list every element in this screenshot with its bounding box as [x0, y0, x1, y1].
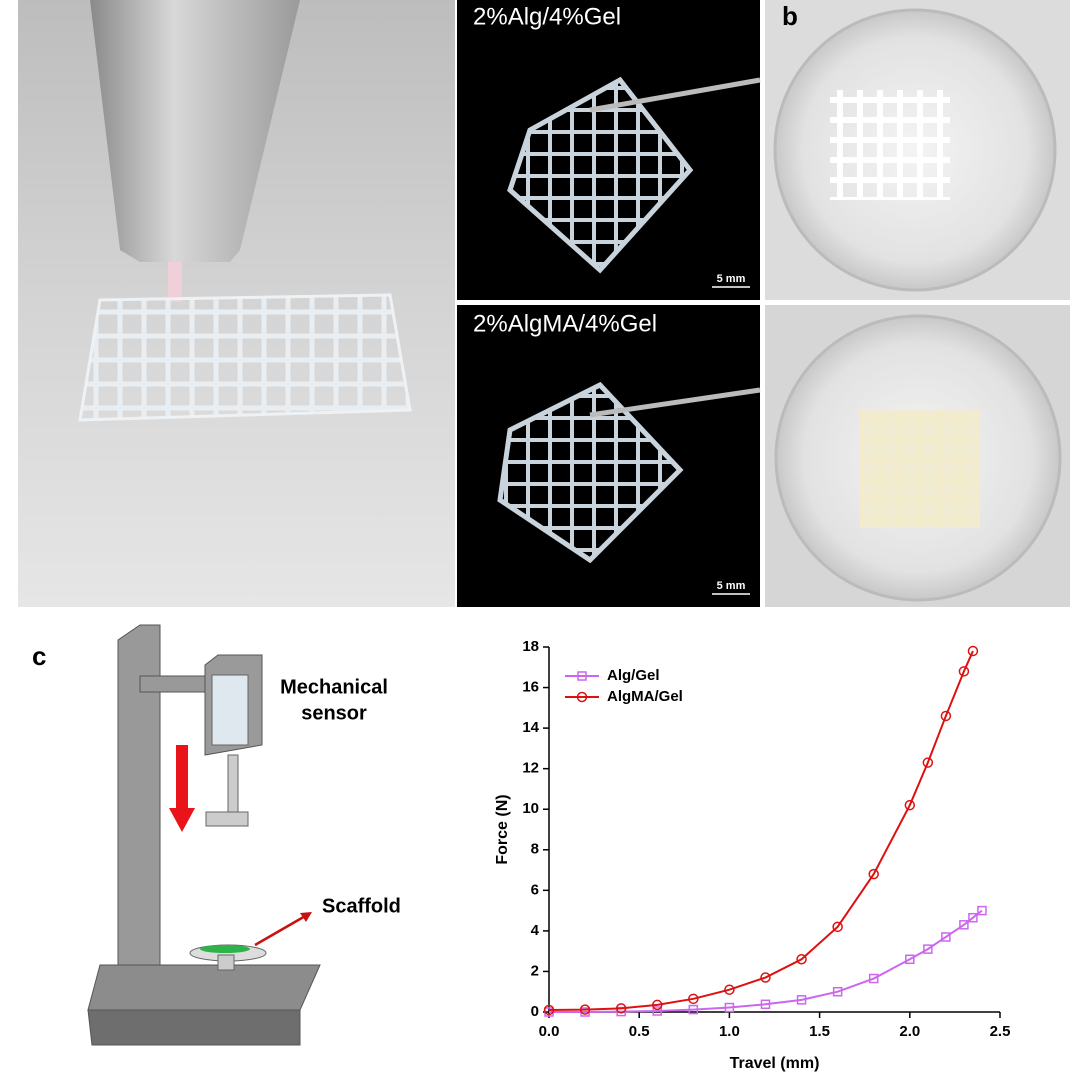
- panel-label: 2%Alg/4%Gel: [473, 3, 621, 30]
- data-point: [615, 1003, 627, 1014]
- data-point: [688, 993, 699, 1005]
- data-point: [941, 932, 951, 942]
- legend-label: AlgMA/Gel: [607, 688, 683, 705]
- y-tick-label: 8: [531, 841, 539, 858]
- force-chart: 0 2 4 6 8 10 12 14 16 18 0.0 0.5 1.0 1.5 2.0 2.5 Travel …: [494, 638, 1010, 1072]
- instrument-diagram: c Mechanical sensor Scaffold: [32, 624, 401, 1046]
- x-tick-label: 1.0: [719, 1023, 740, 1040]
- data-point: [760, 972, 771, 983]
- data-point: [967, 645, 979, 657]
- data-point: [958, 666, 970, 677]
- x-tick-label: 0.5: [629, 1023, 650, 1040]
- data-point: [652, 1006, 662, 1016]
- data-point: [940, 710, 952, 722]
- data-point: [724, 1002, 735, 1013]
- y-tick-label: 14: [522, 719, 539, 736]
- data-point: [832, 921, 843, 933]
- legend-label: Alg/Gel: [607, 667, 660, 684]
- data-point: [977, 905, 987, 916]
- x-tick-label: 1.5: [809, 1023, 830, 1040]
- y-tick-label: 2: [531, 962, 539, 979]
- data-point: [968, 912, 978, 923]
- data-point: [796, 995, 807, 1005]
- data-point: [579, 1004, 591, 1015]
- data-point: [922, 757, 934, 768]
- x-tick-label: 0.0: [539, 1023, 560, 1040]
- y-tick-label: 6: [531, 881, 539, 898]
- photo-algma-scaffold: 2%AlgMA/4%Gel 5 mm: [457, 305, 761, 607]
- data-point: [651, 999, 663, 1011]
- x-tick-label: 2.0: [899, 1023, 920, 1040]
- y-tick-label: 10: [522, 800, 539, 817]
- series-line: [549, 909, 983, 1013]
- data-point: [923, 944, 933, 954]
- photo-printing: [18, 0, 455, 607]
- data-point: [724, 984, 735, 995]
- photo-dish-top: b: [765, 0, 1070, 300]
- data-point: [577, 671, 587, 681]
- y-tick-label: 16: [522, 679, 539, 696]
- data-point: [796, 954, 807, 965]
- data-point: [904, 799, 916, 811]
- y-axis-title: Force (N): [494, 794, 511, 864]
- data-point: [959, 920, 969, 930]
- panel-letter: c: [32, 641, 46, 671]
- y-tick-label: 12: [522, 760, 539, 777]
- photo-dish-bottom: [765, 305, 1070, 607]
- series-line: [548, 650, 974, 1011]
- scale-bar-label: 5 mm: [717, 580, 746, 592]
- panel-letter: b: [782, 1, 798, 31]
- y-tick-label: 4: [531, 922, 540, 939]
- data-point: [576, 691, 588, 703]
- x-tick-label: 2.5: [990, 1023, 1011, 1040]
- data-point: [905, 954, 915, 965]
- scale-bar-label: 5 mm: [717, 273, 746, 285]
- data-point: [688, 1004, 699, 1015]
- data-point: [868, 973, 879, 984]
- x-axis-title: Travel (mm): [730, 1055, 820, 1072]
- y-tick-label: 0: [531, 1003, 539, 1020]
- y-tick-label: 18: [522, 638, 539, 655]
- diagram-label: Mechanical: [280, 676, 388, 698]
- panel-label: 2%AlgMA/4%Gel: [473, 310, 657, 337]
- diagram-label: sensor: [301, 702, 367, 724]
- diagram-label: Scaffold: [322, 895, 401, 917]
- data-point: [760, 999, 771, 1010]
- data-point: [832, 986, 843, 997]
- photo-alg-scaffold: 2%Alg/4%Gel 5 mm: [457, 0, 761, 300]
- data-point: [868, 868, 879, 880]
- data-point: [543, 1004, 555, 1016]
